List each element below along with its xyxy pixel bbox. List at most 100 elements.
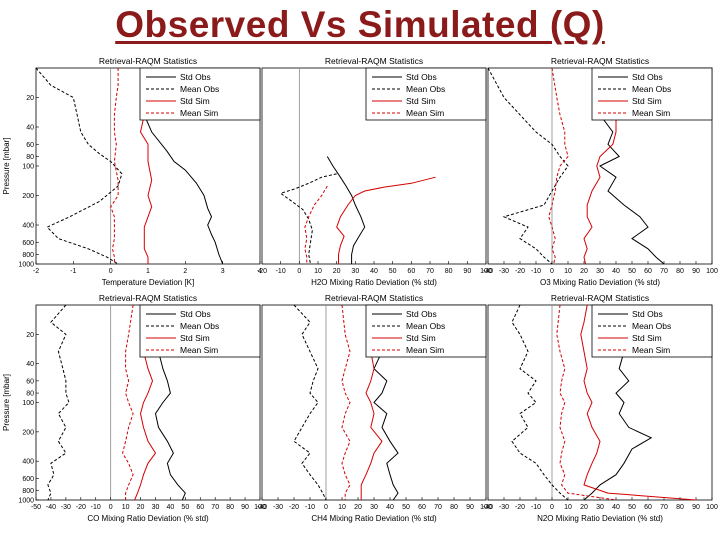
x-tick-label: -40 — [257, 504, 267, 511]
y-axis-label: Pressure [mbar] — [2, 374, 11, 431]
x-axis-label: CH4 Mixing Ratio Deviation (% std) — [311, 514, 437, 523]
x-tick-label: 50 — [628, 504, 636, 511]
y-tick-label: 100 — [22, 400, 34, 407]
x-tick-label: -40 — [483, 268, 493, 275]
x-tick-label: 100 — [706, 268, 718, 275]
x-tick-label: 30 — [596, 504, 604, 511]
legend-label: Mean Obs — [180, 321, 219, 331]
x-tick-label: 80 — [676, 504, 684, 511]
x-tick-label: 70 — [434, 504, 442, 511]
y-tick-label: 600 — [22, 476, 34, 483]
y-tick-label: 80 — [26, 154, 34, 161]
x-tick-label: 10 — [314, 268, 322, 275]
series-line-mean-obs — [293, 304, 327, 501]
x-tick-label: 50 — [628, 268, 636, 275]
x-tick-label: 0 — [297, 268, 301, 275]
x-tick-label: 80 — [676, 268, 684, 275]
series-line-mean-sim — [548, 67, 569, 265]
x-tick-label: 20 — [137, 504, 145, 511]
y-tick-label: 800 — [22, 252, 34, 259]
x-tick-label: 60 — [644, 504, 652, 511]
series-line-mean-obs — [279, 173, 337, 265]
x-tick-label: 90 — [241, 504, 249, 511]
y-tick-label: 200 — [22, 429, 34, 436]
panel-5: Retrieval-RAQM Statistics -40 -30 -20 -10 0 10… — [257, 293, 492, 523]
series-line-std-sim — [583, 67, 625, 265]
y-tick-label: 20 — [26, 95, 34, 102]
panel-title: Retrieval-RAQM Statistics — [325, 56, 423, 66]
x-tick-label: 30 — [370, 504, 378, 511]
x-tick-label: 3 — [221, 268, 225, 275]
x-tick-label: 60 — [418, 504, 426, 511]
legend-label: Std Obs — [632, 72, 663, 82]
x-tick-label: 60 — [196, 504, 204, 511]
x-tick-label: -20 — [257, 268, 267, 275]
x-tick-label: 80 — [450, 504, 458, 511]
x-tick-label: 40 — [612, 504, 620, 511]
x-axis-label: O3 Mixing Ratio Deviation (% std) — [540, 278, 660, 287]
y-tick-label: 200 — [22, 193, 34, 200]
y-tick-label: 800 — [22, 488, 34, 495]
legend-label: Mean Obs — [406, 84, 445, 94]
y-tick-label: 400 — [22, 459, 34, 466]
panel-4: Retrieval-RAQM Statistics -50 -40 -30 -20 -10… — [2, 293, 266, 523]
x-axis-label: Temperature Deviation [K] — [102, 278, 195, 287]
x-tick-label: -20 — [289, 504, 299, 511]
y-tick-label: 400 — [22, 223, 34, 230]
x-tick-label: -40 — [46, 504, 56, 511]
series-line-std-sim — [336, 176, 436, 264]
legend-label: Std Obs — [632, 309, 663, 319]
series-line-std-obs — [599, 67, 665, 265]
series-line-mean-obs — [487, 67, 569, 265]
x-tick-label: 1 — [146, 268, 150, 275]
legend-label: Std Obs — [180, 72, 211, 82]
x-tick-label: 0 — [324, 504, 328, 511]
x-tick-label: -20 — [76, 504, 86, 511]
panel-2: Retrieval-RAQM Statistics -20 -10 0 10 20 30 40… — [257, 56, 492, 287]
x-tick-label: 90 — [466, 504, 474, 511]
x-tick-label: 70 — [211, 504, 219, 511]
x-tick-label: 10 — [564, 504, 572, 511]
legend-label: Mean Sim — [180, 345, 218, 355]
x-axis-label: N2O Mixing Ratio Deviation (% std) — [537, 514, 663, 523]
series-line-mean-sim — [122, 304, 134, 500]
x-tick-label: -2 — [33, 268, 39, 275]
x-tick-label: -20 — [515, 268, 525, 275]
series-line-mean-obs — [35, 67, 123, 265]
x-tick-label: 50 — [389, 268, 397, 275]
x-tick-label: 20 — [580, 504, 588, 511]
series-line-std-obs — [326, 156, 366, 264]
legend-label: Mean Obs — [632, 321, 671, 331]
panel-title: Retrieval-RAQM Statistics — [99, 56, 197, 66]
x-tick-label: 0 — [550, 504, 554, 511]
legend-label: Std Sim — [180, 333, 210, 343]
x-tick-label: -30 — [499, 268, 509, 275]
x-tick-label: -30 — [273, 504, 283, 511]
x-tick-label: -10 — [91, 504, 101, 511]
panel-title: Retrieval-RAQM Statistics — [325, 293, 423, 303]
legend-label: Mean Obs — [180, 84, 219, 94]
x-tick-label: -10 — [276, 268, 286, 275]
legend-label: Std Obs — [406, 309, 437, 319]
x-tick-label: 90 — [463, 268, 471, 275]
x-tick-label: 40 — [612, 268, 620, 275]
legend-label: Std Sim — [406, 333, 436, 343]
series-line-mean-obs — [511, 304, 569, 501]
y-tick-label: 20 — [26, 332, 34, 339]
x-tick-label: -1 — [70, 268, 76, 275]
legend-label: Mean Sim — [406, 108, 444, 118]
y-axis-label: Pressure [mbar] — [2, 138, 11, 195]
legend-label: Std Obs — [180, 309, 211, 319]
x-tick-label: 90 — [692, 504, 700, 511]
x-tick-label: -20 — [515, 504, 525, 511]
x-tick-label: 20 — [354, 504, 362, 511]
panel-6: Retrieval-RAQM Statistics -40 -30 -20 -10 0 10… — [483, 293, 718, 523]
x-tick-label: 40 — [386, 504, 394, 511]
y-tick-label: 60 — [26, 378, 34, 385]
y-tick-label: 600 — [22, 240, 34, 247]
x-tick-label: 10 — [122, 504, 130, 511]
y-tick-label: 1000 — [18, 262, 34, 269]
legend-label: Mean Sim — [632, 345, 670, 355]
legend-label: Std Sim — [632, 96, 662, 106]
